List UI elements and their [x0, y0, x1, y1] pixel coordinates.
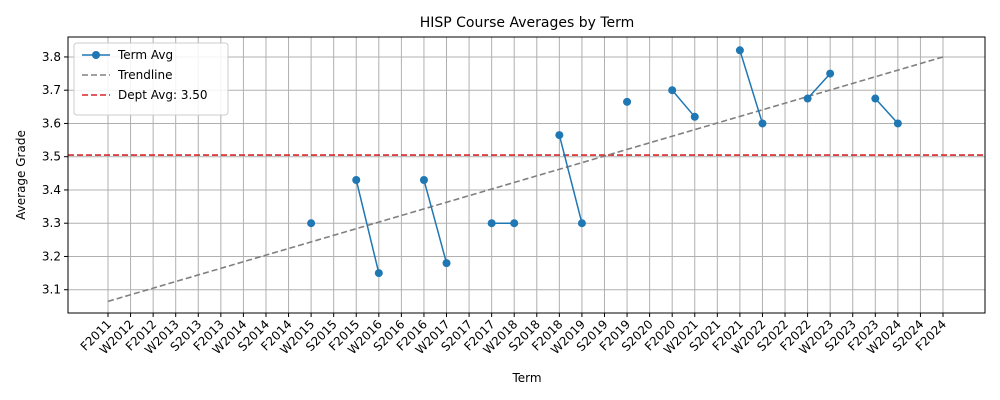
term-avg-series [307, 46, 902, 278]
x-axis-title: Term [511, 371, 541, 385]
trendline [107, 56, 944, 303]
series-line-segment [355, 179, 380, 274]
legend-box [73, 42, 229, 116]
y-axis-title: Average Grade [14, 130, 28, 220]
data-point [555, 131, 564, 140]
data-point [623, 97, 632, 106]
y-tick-label: 3.2 [42, 249, 61, 263]
chart-title: HISP Course Averages by Term [420, 15, 635, 31]
legend-marker [92, 51, 100, 59]
data-point [803, 94, 812, 103]
data-point [668, 86, 677, 95]
data-point [442, 259, 451, 268]
y-tick-label: 3.8 [42, 50, 61, 64]
data-point [690, 112, 699, 121]
y-axis: 3.1 3.2 3.3 3.4 3.5 3.6 3.7 3.8 [42, 50, 68, 297]
legend-label: Trendline [117, 68, 173, 82]
trendline-path [107, 56, 944, 303]
legend-label: Term Avg [117, 48, 173, 62]
y-tick-label: 3.5 [42, 150, 61, 164]
x-axis: F2011W2012F2012W2013S2013F2013W2014S2014… [78, 313, 949, 357]
series-line-segment [807, 73, 831, 100]
series-line-segment [671, 89, 696, 118]
series-line-segment [423, 179, 448, 264]
data-point [871, 94, 880, 103]
legend-label: Dept Avg: 3.50 [118, 88, 208, 102]
plot-frame [67, 36, 986, 314]
series-line-segment [558, 134, 583, 224]
data-point [374, 269, 383, 278]
y-tick-label: 3.6 [42, 116, 61, 130]
data-point [510, 219, 519, 228]
data-point [352, 175, 361, 184]
data-point [577, 219, 586, 228]
series-line-segment [739, 50, 764, 124]
y-tick-label: 3.1 [42, 283, 61, 297]
data-point [735, 46, 744, 55]
data-point [758, 119, 767, 128]
data-point [419, 175, 428, 184]
data-point [893, 119, 902, 128]
data-point [307, 219, 316, 228]
y-tick-label: 3.4 [42, 183, 61, 197]
legend: Term Avg Trendline Dept Avg: 3.50 [73, 42, 229, 116]
y-tick-label: 3.3 [42, 216, 61, 230]
series-line-segment [874, 98, 899, 124]
data-point [487, 219, 496, 228]
y-tick-label: 3.7 [42, 83, 61, 97]
data-point [826, 69, 835, 78]
